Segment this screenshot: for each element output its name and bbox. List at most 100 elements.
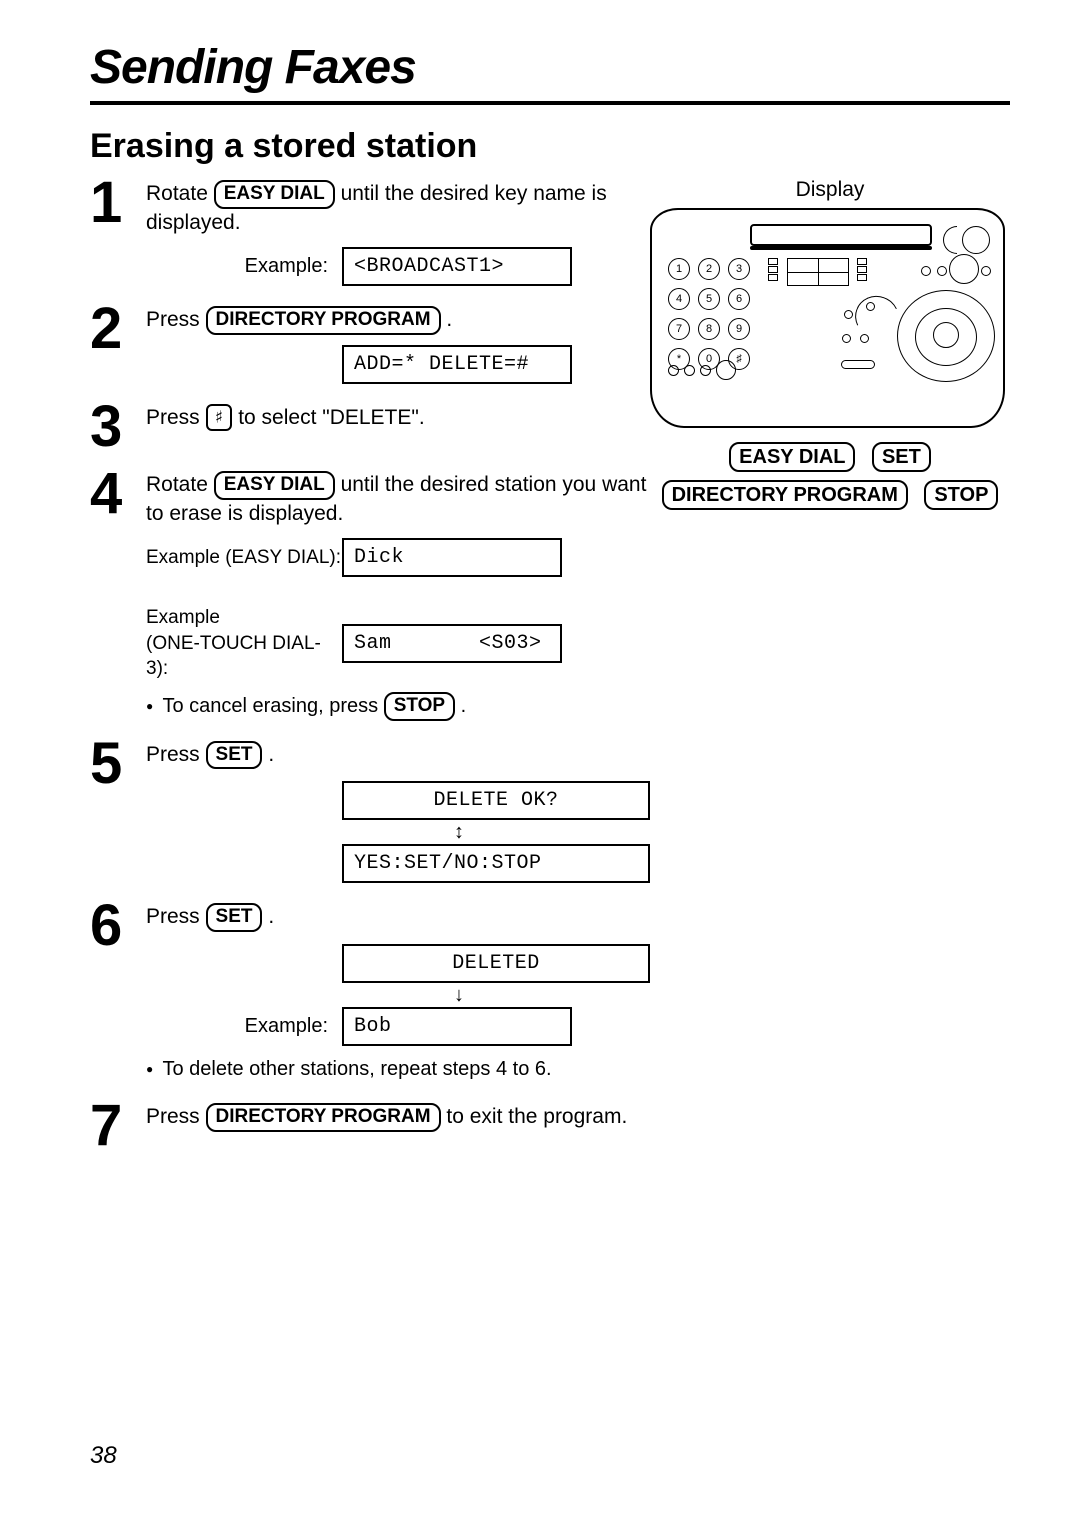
example-label: Example (EASY DIAL): [146,545,342,571]
example-row: Example: <BROADCAST1> [146,247,650,286]
text: . [461,695,467,717]
text: Example [146,607,220,628]
text: Press [146,406,206,429]
step-body: Press ♯ to select "DELETE". [146,402,650,432]
keypad-btn: 2 [698,258,720,280]
page-number: 38 [90,1442,117,1470]
arrow-icon: ↕ [342,820,576,844]
lcd-display: Bob [342,1007,572,1046]
step-body: Press DIRECTORY PROGRAM to exit the prog… [146,1101,650,1132]
step-number: 5 [90,739,146,788]
text: Press [146,1105,206,1128]
text: . [446,308,452,331]
directory-program-key: DIRECTORY PROGRAM [206,306,441,335]
step-4: 4 Rotate EASY DIAL until the desired sta… [90,469,650,721]
figure-column: Display 1 2 3 4 5 6 7 8 9 * 0 ♯ [650,178,1010,518]
keypad-btn: 3 [728,258,750,280]
one-touch-keys-icon [768,258,869,291]
step-2: 2 Press DIRECTORY PROGRAM . ADD=* DELETE… [90,304,650,384]
bar-icon [841,360,875,369]
device-line-icon [750,246,932,250]
step-body: Press SET . DELETED ↓ Example: Bob To de… [146,901,650,1083]
device-keypad-icon: 1 2 3 4 5 6 7 8 9 * 0 ♯ [668,258,758,372]
step-number: 3 [90,402,146,451]
lcd-display: ADD=* DELETE=# [342,345,572,384]
circle-icon [943,226,957,254]
set-key: SET [206,741,263,770]
text: Press [146,905,206,928]
figure-key-labels: EASY DIAL SET DIRECTORY PROGRAM STOP [650,442,1010,510]
lcd-stack: DELETE OK? [342,781,650,820]
note-line: To cancel erasing, press STOP . [146,692,650,721]
text: To cancel erasing, press [162,695,383,717]
easy-dial-key: EASY DIAL [214,471,335,500]
keypad-btn: 8 [698,318,720,340]
device-lcd-icon [750,224,932,246]
circle-icon [921,266,931,276]
step-7: 7 Press DIRECTORY PROGRAM to exit the pr… [90,1101,650,1150]
example-label: Example (ONE-TOUCH DIAL-3): [146,605,342,682]
example-row: Example (ONE-TOUCH DIAL-3): Sam <S03> [146,605,650,682]
step-3: 3 Press ♯ to select "DELETE". [90,402,650,451]
step-number: 1 [90,178,146,227]
content-wrap: 1 Rotate EASY DIAL until the desired key… [90,178,1010,1168]
circle-icon [962,226,990,254]
lcd-stack: YES:SET/NO:STOP [342,844,650,883]
circle-icon [866,302,875,311]
hash-key: ♯ [206,404,233,431]
lcd-display: DELETED [342,944,650,983]
circle-icon [860,334,869,343]
keypad-btn: 5 [698,288,720,310]
example-row: Example (EASY DIAL): Dick [146,538,650,577]
set-key: SET [206,903,263,932]
step-1: 1 Rotate EASY DIAL until the desired key… [90,178,650,286]
step-5: 5 Press SET . DELETE OK? ↕ YES:SET/NO:ST… [90,739,650,884]
step-number: 2 [90,304,146,353]
figure-caption: Display [650,178,1010,202]
step-number: 7 [90,1101,146,1150]
example-row: Example: Bob [146,1007,650,1046]
text: To delete other stations, repeat steps 4… [162,1058,551,1080]
keypad-btn: 4 [668,288,690,310]
step-body: Press SET . DELETE OK? ↕ YES:SET/NO:STOP [146,739,650,884]
bottom-row-icon [668,360,741,380]
arrow-icon: ↓ [342,983,576,1007]
example-label: Example: [146,1013,342,1040]
example-row: ADD=* DELETE=# [146,345,650,384]
text: to exit the program. [446,1105,627,1128]
keypad-btn: 6 [728,288,750,310]
lcd-display: <BROADCAST1> [342,247,572,286]
stop-key: STOP [384,692,455,721]
steps-column: 1 Rotate EASY DIAL until the desired key… [90,178,650,1168]
easy-dial-key: EASY DIAL [214,180,335,209]
circle-icon [981,266,991,276]
example-label: Example: [146,253,342,280]
text: . [268,905,274,928]
lcd-display: Dick [342,538,562,577]
lcd-stack: DELETED [342,944,650,983]
stop-key-label: STOP [924,480,998,510]
text: . [268,743,274,766]
note-line: To delete other stations, repeat steps 4… [146,1056,650,1083]
text: Rotate [146,473,214,496]
text: Rotate [146,182,214,205]
step-body: Rotate EASY DIAL until the desired key n… [146,178,650,286]
directory-program-key: DIRECTORY PROGRAM [206,1103,441,1132]
step-body: Press DIRECTORY PROGRAM . ADD=* DELETE=# [146,304,650,384]
set-key-label: SET [872,442,931,472]
chapter-title: Sending Faxes [90,40,1010,105]
section-title: Erasing a stored station [90,127,1010,166]
keypad-btn: 9 [728,318,750,340]
lcd-display: YES:SET/NO:STOP [342,844,650,883]
step-number: 4 [90,469,146,518]
text: to select "DELETE". [238,406,424,429]
circle-icon [844,310,853,319]
dial-icon [933,322,959,348]
step-body: Rotate EASY DIAL until the desired stati… [146,469,650,721]
text: (ONE-TOUCH DIAL-3): [146,633,321,680]
circle-icon [842,334,851,343]
step-6: 6 Press SET . DELETED ↓ Example: Bob To … [90,901,650,1083]
keypad-btn: 1 [668,258,690,280]
text: Press [146,308,206,331]
lcd-display: DELETE OK? [342,781,650,820]
